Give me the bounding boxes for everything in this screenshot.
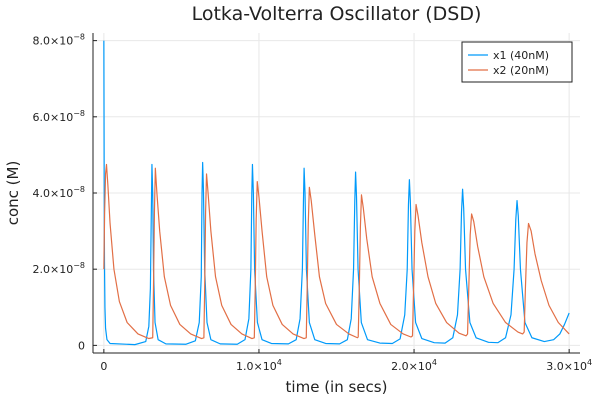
y-axis-label: conc (M) — [4, 161, 22, 226]
x-tick-label: 3.0×104 — [546, 358, 592, 373]
y-tick-label: 0 — [78, 339, 85, 352]
grid — [93, 33, 580, 353]
x-tick-label: 1.0×104 — [236, 358, 282, 373]
y-tick-label: 2.0×10−8 — [32, 261, 85, 276]
y-tick-label: 8.0×10−8 — [32, 33, 85, 48]
legend-entry-1: x1 (40nM) — [493, 49, 549, 62]
series-layer — [103, 40, 570, 346]
labels: 0 1.0×104 2.0×104 3.0×104 0 2.0×10−8 4.0×10−8 6… — [4, 3, 592, 396]
chart-title: Lotka-Volterra Oscillator (DSD) — [192, 3, 482, 25]
x-axis-label: time (in secs) — [286, 378, 388, 396]
legend: x1 (40nM) x2 (20nM) — [461, 41, 573, 83]
legend-box — [461, 41, 573, 83]
x-tick-label: 0 — [100, 360, 107, 373]
series-line-2 — [103, 163, 570, 340]
series-line-1 — [103, 40, 570, 346]
x-tick-label: 2.0×104 — [391, 358, 437, 373]
y-tick-label: 4.0×10−8 — [32, 185, 85, 200]
y-tick-label: 6.0×10−8 — [32, 109, 85, 124]
legend-entry-2: x2 (20nM) — [493, 64, 549, 77]
axes — [92, 33, 580, 354]
